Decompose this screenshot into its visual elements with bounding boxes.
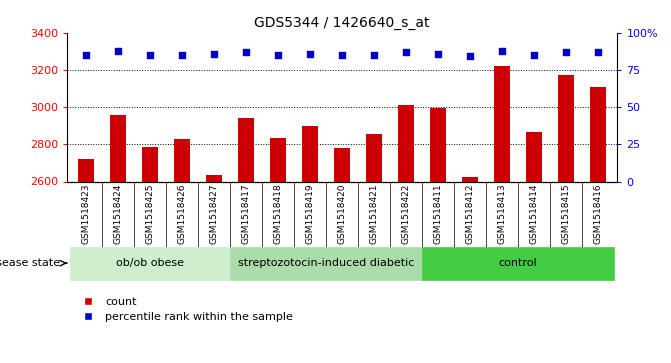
Text: GSM1518417: GSM1518417 bbox=[242, 184, 251, 245]
Bar bbox=[422, 247, 614, 280]
Point bbox=[529, 52, 539, 58]
Bar bbox=[230, 247, 422, 280]
Text: GSM1518415: GSM1518415 bbox=[562, 184, 570, 245]
Text: GSM1518412: GSM1518412 bbox=[466, 184, 474, 244]
Point bbox=[561, 49, 572, 55]
Point bbox=[273, 52, 284, 58]
Bar bbox=[142, 147, 158, 363]
Text: GSM1518413: GSM1518413 bbox=[498, 184, 507, 245]
Text: GSM1518411: GSM1518411 bbox=[433, 184, 443, 245]
Legend: count, percentile rank within the sample: count, percentile rank within the sample bbox=[72, 292, 297, 327]
Bar bbox=[79, 159, 95, 363]
Bar bbox=[334, 148, 350, 363]
Point bbox=[497, 48, 507, 53]
Point bbox=[433, 50, 444, 56]
Text: GSM1518424: GSM1518424 bbox=[114, 184, 123, 244]
Point bbox=[241, 49, 252, 55]
Bar bbox=[206, 175, 222, 363]
Bar bbox=[590, 87, 606, 363]
Bar bbox=[238, 118, 254, 363]
Bar bbox=[558, 74, 574, 363]
Text: GSM1518422: GSM1518422 bbox=[402, 184, 411, 244]
Point bbox=[592, 49, 603, 55]
Point bbox=[177, 52, 188, 58]
Bar bbox=[110, 115, 126, 363]
Text: control: control bbox=[499, 258, 537, 268]
Point bbox=[465, 54, 476, 60]
Point bbox=[113, 48, 123, 53]
Bar bbox=[430, 108, 446, 363]
Bar bbox=[494, 66, 510, 363]
Text: GSM1518425: GSM1518425 bbox=[146, 184, 155, 244]
Bar bbox=[398, 105, 414, 363]
Text: GSM1518426: GSM1518426 bbox=[178, 184, 187, 244]
Text: GSM1518419: GSM1518419 bbox=[306, 184, 315, 245]
Point bbox=[369, 52, 380, 58]
Bar bbox=[174, 139, 191, 363]
Text: GSM1518423: GSM1518423 bbox=[82, 184, 91, 244]
Text: disease state: disease state bbox=[0, 258, 60, 268]
Bar bbox=[270, 138, 287, 363]
Text: ob/ob obese: ob/ob obese bbox=[116, 258, 185, 268]
Point bbox=[305, 50, 315, 56]
Title: GDS5344 / 1426640_s_at: GDS5344 / 1426640_s_at bbox=[254, 16, 430, 30]
Point bbox=[81, 52, 92, 58]
Text: GSM1518421: GSM1518421 bbox=[370, 184, 378, 244]
Bar bbox=[526, 132, 542, 363]
Bar bbox=[70, 247, 230, 280]
Point bbox=[337, 52, 348, 58]
Text: GSM1518420: GSM1518420 bbox=[338, 184, 347, 244]
Bar bbox=[302, 126, 318, 363]
Text: GSM1518416: GSM1518416 bbox=[594, 184, 603, 245]
Text: GSM1518418: GSM1518418 bbox=[274, 184, 282, 245]
Point bbox=[401, 49, 411, 55]
Bar bbox=[366, 134, 382, 363]
Text: GSM1518427: GSM1518427 bbox=[210, 184, 219, 244]
Text: GSM1518414: GSM1518414 bbox=[529, 184, 539, 244]
Point bbox=[209, 50, 219, 56]
Bar bbox=[462, 177, 478, 363]
Point bbox=[145, 52, 156, 58]
Text: streptozotocin-induced diabetic: streptozotocin-induced diabetic bbox=[238, 258, 415, 268]
